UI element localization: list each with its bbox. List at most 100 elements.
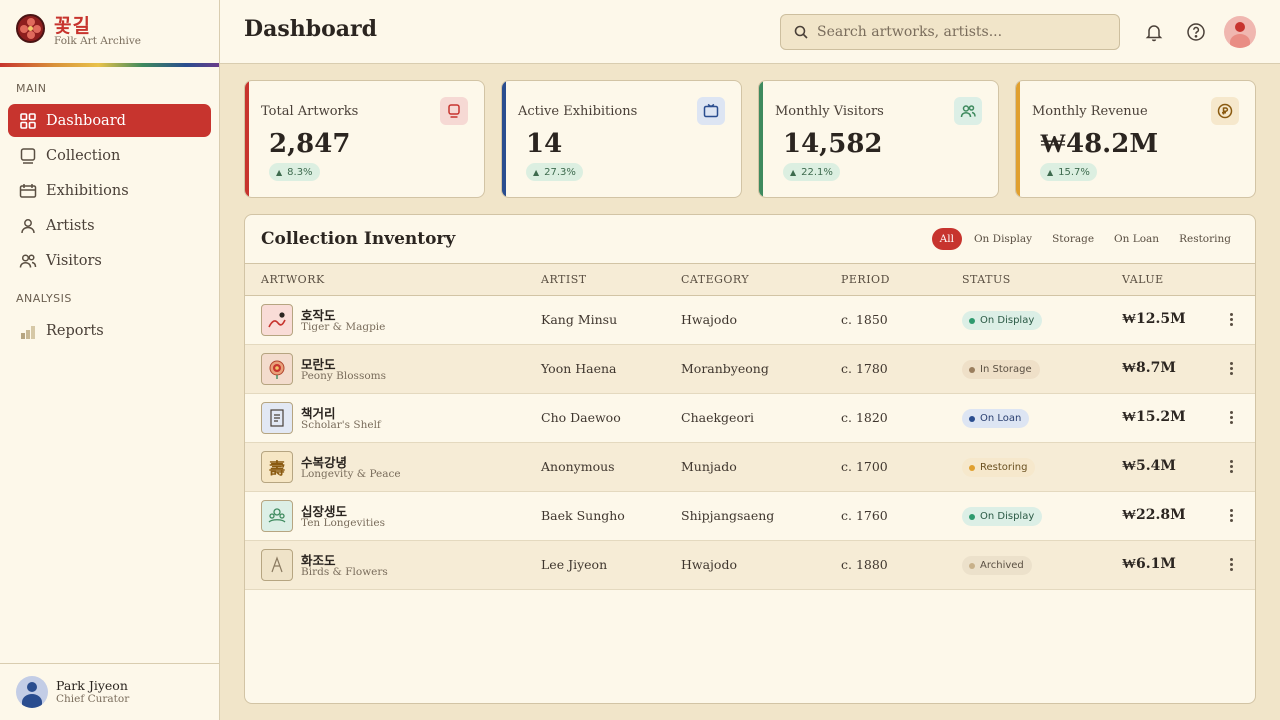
column-header-period[interactable]: PERIOD [841, 273, 890, 286]
stat-value: 2,847 [269, 129, 351, 159]
stat-accent [759, 81, 763, 197]
table-row[interactable]: 호작도 Tiger & Magpie Kang Minsu Hwajodo c.… [245, 296, 1255, 345]
frame-icon [440, 97, 468, 125]
value-cell: ₩5.4M [1122, 458, 1176, 474]
longevity-glyph: 壽 [268, 459, 285, 478]
sidebar-item-artists[interactable]: Artists [8, 209, 211, 242]
collection-inventory-panel: Collection Inventory All On Display Stor… [244, 214, 1256, 704]
artwork-title-korean: 호작도 [301, 308, 336, 323]
change-badge: ▲ 15.7% [1040, 163, 1097, 181]
artist-cell: Cho Daewoo [541, 410, 621, 425]
artist-cell: Yoon Haena [541, 361, 617, 376]
search-box[interactable] [780, 14, 1120, 50]
sidebar-item-label: Artists [46, 217, 95, 234]
status-badge: On Loan [962, 409, 1030, 428]
avatar[interactable] [1224, 16, 1256, 48]
filter-on-loan[interactable]: On Loan [1114, 233, 1160, 245]
table-row[interactable]: 화조도 Birds & Flowers Lee Jiyeon Hwajodo c… [245, 541, 1255, 590]
status-badge: On Display [962, 507, 1043, 526]
period-cell: c. 1820 [841, 410, 888, 425]
user-role: Chief Curator [56, 693, 130, 705]
sidebar-item-visitors[interactable]: Visitors [8, 244, 211, 277]
category-cell: Shipjangsaeng [681, 508, 775, 523]
nav-heading-analysis: ANALYSIS [16, 292, 72, 305]
filter-all[interactable]: All [931, 228, 962, 250]
change-badge: ▲ 27.3% [526, 163, 583, 181]
rainbow-divider [0, 63, 219, 67]
brand-subtitle: Folk Art Archive [54, 35, 141, 47]
artwork-title-korean: 십장생도 [301, 504, 348, 519]
help-icon[interactable] [1184, 20, 1208, 44]
more-options-icon[interactable] [1222, 357, 1240, 379]
status-label: Archived [980, 560, 1024, 571]
change-value: 8.3% [287, 166, 313, 178]
more-options-icon[interactable] [1222, 504, 1240, 526]
stat-label: Monthly Visitors [775, 104, 884, 119]
filter-restoring[interactable]: Restoring [1179, 233, 1231, 245]
more-options-icon[interactable] [1222, 455, 1240, 477]
artist-cell: Lee Jiyeon [541, 557, 608, 572]
user-profile[interactable]: Park Jiyeon Chief Curator [0, 663, 219, 720]
more-options-icon[interactable] [1222, 553, 1240, 575]
up-arrow-icon: ▲ [276, 167, 283, 177]
sidebar-item-label: Reports [46, 322, 104, 339]
value-cell: ₩15.2M [1122, 409, 1186, 425]
filter-storage[interactable]: Storage [1052, 233, 1095, 245]
artwork-title-korean: 책거리 [301, 406, 336, 421]
users-icon [19, 252, 37, 270]
artwork-title-korean: 수복강녕 [301, 455, 348, 470]
change-badge: ▲ 22.1% [783, 163, 840, 181]
artwork-title-english: Tiger & Magpie [301, 321, 386, 333]
column-header-category[interactable]: CATEGORY [681, 273, 750, 286]
status-badge: Restoring [962, 458, 1036, 477]
value-cell: ₩12.5M [1122, 311, 1186, 327]
stat-card-active-exhibitions: Active Exhibitions 14 ▲ 27.3% [501, 80, 742, 198]
table-row[interactable]: 壽 수복강녕 Longevity & Peace Anonymous Munja… [245, 443, 1255, 492]
bar-chart-icon [19, 322, 37, 340]
sidebar-item-reports[interactable]: Reports [8, 314, 211, 347]
column-header-artist[interactable]: ARTIST [541, 273, 587, 286]
artwork-title-english: Ten Longevities [301, 517, 385, 529]
sidebar-item-dashboard[interactable]: Dashboard [8, 104, 211, 137]
value-cell: ₩6.1M [1122, 556, 1176, 572]
column-header-status[interactable]: STATUS [962, 273, 1011, 286]
search-input[interactable] [817, 24, 1107, 40]
table-row[interactable]: 모란도 Peony Blossoms Yoon Haena Moranbyeon… [245, 345, 1255, 394]
user-icon [19, 217, 37, 235]
artwork-title-english: Longevity & Peace [301, 468, 401, 480]
bell-icon[interactable] [1142, 20, 1166, 44]
sidebar-item-exhibitions[interactable]: Exhibitions [8, 174, 211, 207]
peony-thumbnail [261, 353, 293, 385]
category-cell: Moranbyeong [681, 361, 769, 376]
page-title: Dashboard [244, 16, 377, 42]
period-cell: c. 1700 [841, 459, 888, 474]
category-cell: Hwajodo [681, 312, 737, 327]
table-row[interactable]: 책거리 Scholar's Shelf Cho Daewoo Chaekgeor… [245, 394, 1255, 443]
artwork-title-english: Birds & Flowers [301, 566, 388, 578]
sidebar: 꽃길 Folk Art Archive MAIN Dashboard Colle… [0, 0, 220, 720]
stat-card-monthly-visitors: Monthly Visitors 14,582 ▲ 22.1% [758, 80, 999, 198]
artist-cell: Baek Sungho [541, 508, 625, 523]
value-cell: ₩8.7M [1122, 360, 1176, 376]
more-options-icon[interactable] [1222, 406, 1240, 428]
status-label: In Storage [980, 364, 1032, 375]
sidebar-item-collection[interactable]: Collection [8, 139, 211, 172]
status-filter-group: All On Display Storage On Loan Restoring [928, 228, 1239, 250]
search-icon [793, 24, 817, 40]
stat-value: 14 [526, 129, 563, 159]
filter-on-display[interactable]: On Display [973, 233, 1033, 245]
sidebar-item-label: Collection [46, 147, 121, 164]
period-cell: c. 1780 [841, 361, 888, 376]
column-header-value[interactable]: VALUE [1122, 273, 1164, 286]
more-options-icon[interactable] [1222, 308, 1240, 330]
status-badge: In Storage [962, 360, 1040, 379]
stat-accent [1016, 81, 1020, 197]
artist-cell: Kang Minsu [541, 312, 618, 327]
column-header-artwork[interactable]: ARTWORK [261, 273, 325, 286]
up-arrow-icon: ▲ [790, 167, 797, 177]
category-cell: Munjado [681, 459, 737, 474]
status-label: On Loan [980, 413, 1022, 424]
stat-value: 14,582 [783, 129, 883, 159]
table-row[interactable]: 십장생도 Ten Longevities Baek Sungho Shipjan… [245, 492, 1255, 541]
avatar [16, 676, 48, 708]
